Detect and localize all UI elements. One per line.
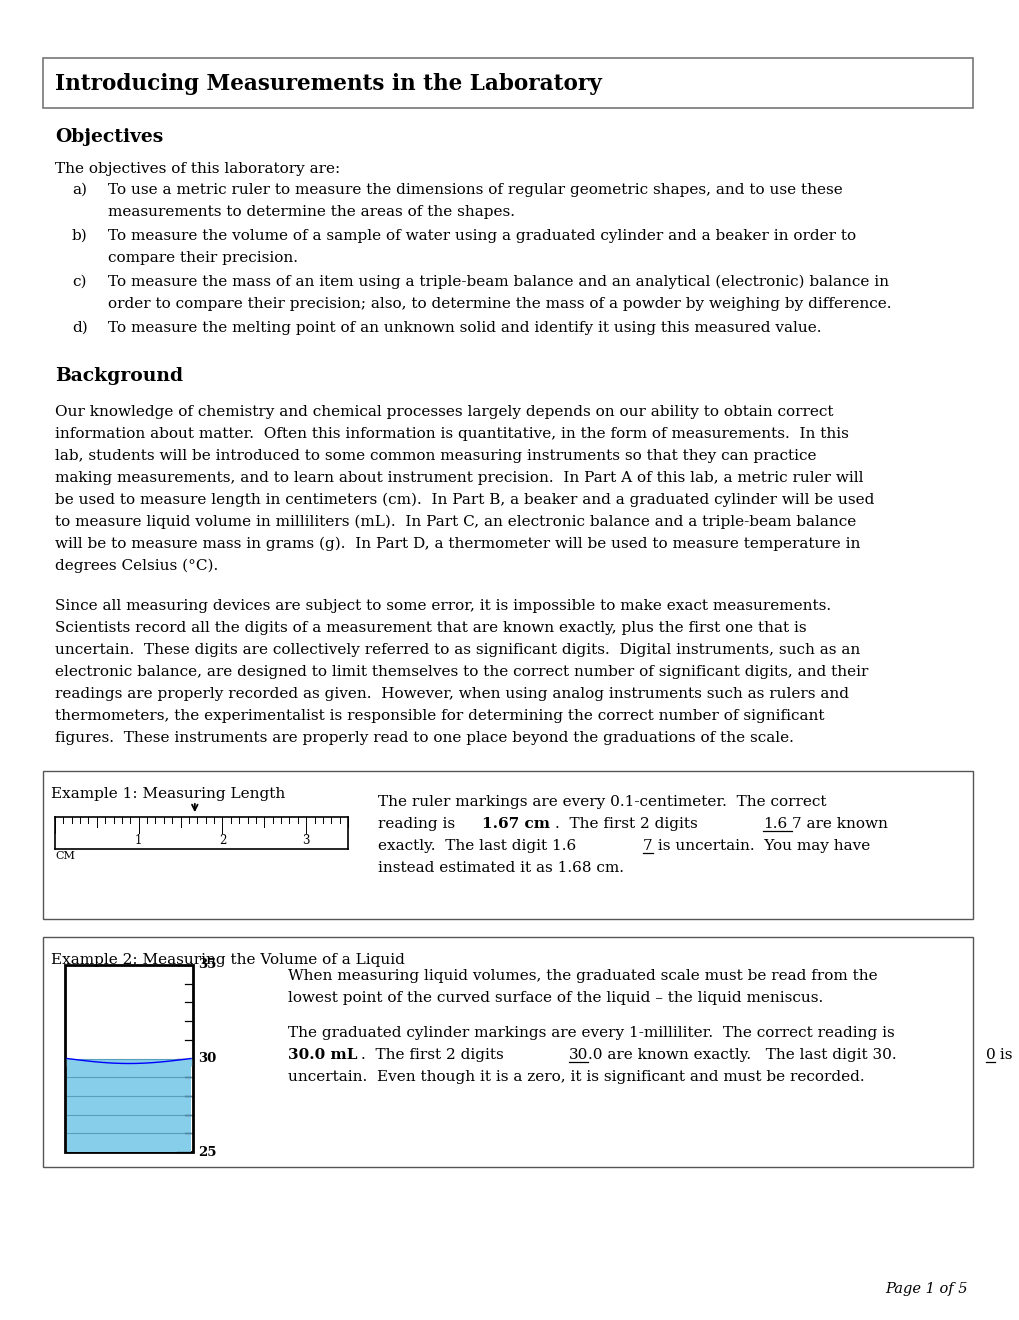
Text: The ruler markings are every 0.1-centimeter.  The correct: The ruler markings are every 0.1-centime… bbox=[378, 795, 825, 809]
Text: Background: Background bbox=[55, 367, 183, 385]
Bar bbox=[65, 965, 193, 1152]
Text: To use a metric ruler to measure the dimensions of regular geometric shapes, and: To use a metric ruler to measure the dim… bbox=[108, 183, 842, 197]
Text: The graduated cylinder markings are every 1-milliliter.  The correct reading is: The graduated cylinder markings are ever… bbox=[287, 1026, 894, 1040]
Text: uncertain.  These digits are collectively referred to as significant digits.  Di: uncertain. These digits are collectively… bbox=[55, 643, 859, 657]
Text: CM: CM bbox=[55, 851, 74, 861]
Text: exactly.  The last digit 1.6: exactly. The last digit 1.6 bbox=[378, 840, 576, 853]
Text: 30.0 mL: 30.0 mL bbox=[287, 1048, 357, 1063]
Text: Example 1: Measuring Length: Example 1: Measuring Length bbox=[51, 787, 285, 801]
Text: compare their precision.: compare their precision. bbox=[108, 251, 298, 265]
Text: lowest point of the curved surface of the liquid – the liquid meniscus.: lowest point of the curved surface of th… bbox=[287, 991, 822, 1005]
Text: Introducing Measurements in the Laboratory: Introducing Measurements in the Laborato… bbox=[55, 73, 601, 95]
Text: To measure the mass of an item using a triple-beam balance and an analytical (el: To measure the mass of an item using a t… bbox=[108, 275, 889, 289]
Text: To measure the melting point of an unknown solid and identify it using this meas: To measure the melting point of an unkno… bbox=[108, 321, 820, 335]
Text: reading is: reading is bbox=[378, 817, 460, 832]
Text: 3: 3 bbox=[302, 834, 310, 847]
Text: .0 are known exactly.   The last digit 30.: .0 are known exactly. The last digit 30. bbox=[588, 1048, 896, 1063]
Text: Page 1 of 5: Page 1 of 5 bbox=[884, 1282, 967, 1296]
Text: measurements to determine the areas of the shapes.: measurements to determine the areas of t… bbox=[108, 205, 515, 219]
Bar bbox=[43, 58, 972, 108]
Bar bbox=[43, 771, 972, 919]
Text: d): d) bbox=[72, 321, 88, 335]
Text: a): a) bbox=[72, 183, 87, 197]
Text: Example 2: Measuring the Volume of a Liquid: Example 2: Measuring the Volume of a Liq… bbox=[51, 953, 405, 968]
Bar bbox=[43, 937, 972, 1167]
Bar bbox=[67, 1059, 191, 1152]
Text: is uncertain.  You may have: is uncertain. You may have bbox=[652, 840, 869, 853]
Text: Objectives: Objectives bbox=[55, 128, 163, 147]
Text: 25: 25 bbox=[198, 1146, 216, 1159]
Text: information about matter.  Often this information is quantitative, in the form o: information about matter. Often this inf… bbox=[55, 426, 848, 441]
Text: 1.6: 1.6 bbox=[762, 817, 787, 832]
Text: electronic balance, are designed to limit themselves to the correct number of si: electronic balance, are designed to limi… bbox=[55, 665, 867, 678]
Text: thermometers, the experimentalist is responsible for determining the correct num: thermometers, the experimentalist is res… bbox=[55, 709, 823, 723]
Text: 30: 30 bbox=[569, 1048, 588, 1063]
Text: figures.  These instruments are properly read to one place beyond the graduation: figures. These instruments are properly … bbox=[55, 731, 793, 744]
Text: be used to measure length in centimeters (cm).  In Part B, a beaker and a gradua: be used to measure length in centimeters… bbox=[55, 492, 873, 507]
Text: b): b) bbox=[72, 228, 88, 243]
Text: is: is bbox=[995, 1048, 1012, 1063]
Text: readings are properly recorded as given.  However, when using analog instruments: readings are properly recorded as given.… bbox=[55, 686, 848, 701]
Text: To measure the volume of a sample of water using a graduated cylinder and a beak: To measure the volume of a sample of wat… bbox=[108, 228, 855, 243]
Text: .  The first 2 digits: . The first 2 digits bbox=[554, 817, 702, 832]
Text: will be to measure mass in grams (g).  In Part D, a thermometer will be used to : will be to measure mass in grams (g). In… bbox=[55, 537, 860, 552]
Text: degrees Celsius (°C).: degrees Celsius (°C). bbox=[55, 558, 218, 573]
Text: When measuring liquid volumes, the graduated scale must be read from the: When measuring liquid volumes, the gradu… bbox=[287, 969, 876, 983]
Text: instead estimated it as 1.68 cm.: instead estimated it as 1.68 cm. bbox=[378, 861, 624, 875]
Text: 0: 0 bbox=[985, 1048, 995, 1063]
Text: 1.67 cm: 1.67 cm bbox=[482, 817, 549, 832]
Text: to measure liquid volume in milliliters (mL).  In Part C, an electronic balance : to measure liquid volume in milliliters … bbox=[55, 515, 855, 529]
Text: The objectives of this laboratory are:: The objectives of this laboratory are: bbox=[55, 162, 340, 176]
Text: 2: 2 bbox=[218, 834, 226, 847]
Text: making measurements, and to learn about instrument precision.  In Part A of this: making measurements, and to learn about … bbox=[55, 471, 863, 484]
Text: Our knowledge of chemistry and chemical processes largely depends on our ability: Our knowledge of chemistry and chemical … bbox=[55, 405, 833, 418]
Text: 7: 7 bbox=[643, 840, 652, 853]
Text: .  The first 2 digits: . The first 2 digits bbox=[361, 1048, 507, 1063]
Text: c): c) bbox=[72, 275, 87, 289]
Text: 35: 35 bbox=[198, 958, 216, 972]
Text: Since all measuring devices are subject to some error, it is impossible to make : Since all measuring devices are subject … bbox=[55, 599, 830, 612]
Text: 1: 1 bbox=[135, 834, 143, 847]
Text: 30: 30 bbox=[198, 1052, 216, 1065]
Text: 7 are known: 7 are known bbox=[791, 817, 887, 832]
Text: uncertain.  Even though it is a zero, it is significant and must be recorded.: uncertain. Even though it is a zero, it … bbox=[287, 1071, 864, 1084]
Text: order to compare their precision; also, to determine the mass of a powder by wei: order to compare their precision; also, … bbox=[108, 297, 891, 312]
Text: lab, students will be introduced to some common measuring instruments so that th: lab, students will be introduced to some… bbox=[55, 449, 815, 463]
Text: Scientists record all the digits of a measurement that are known exactly, plus t: Scientists record all the digits of a me… bbox=[55, 620, 806, 635]
